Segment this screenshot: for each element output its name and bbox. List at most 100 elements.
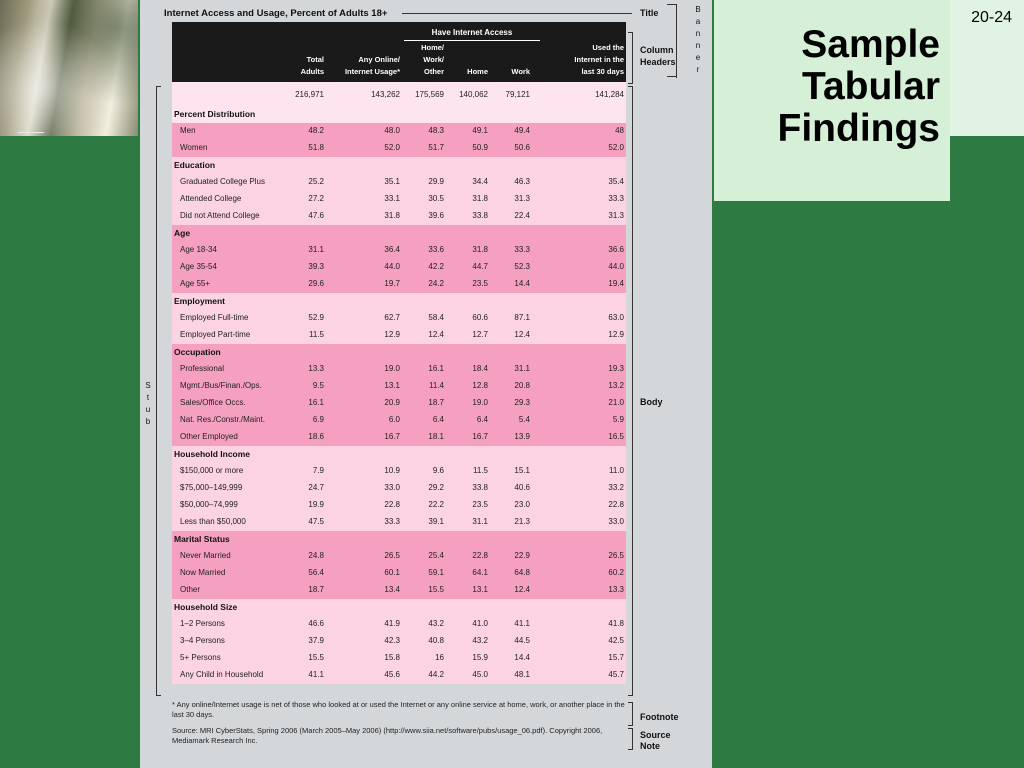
table-row: Professional 13.3 19.0 16.1 18.4 31.1 19.3 xyxy=(172,361,626,378)
column-header-line: Any Online/ xyxy=(358,55,400,64)
table-cell: 19.9 xyxy=(308,500,324,509)
table-row: Women 51.8 52.0 51.7 50.9 50.6 52.0 xyxy=(172,140,626,157)
row-label: Women xyxy=(180,143,208,152)
table-row: $50,000–74,999 19.9 22.8 22.2 23.5 23.0 22.8 xyxy=(172,497,626,514)
body-annotation: Body xyxy=(640,397,663,407)
column-header-line: Home xyxy=(467,67,488,76)
table-cell: 9.5 xyxy=(312,381,324,390)
source-note-bracket xyxy=(628,728,633,750)
table-cell: 16.1 xyxy=(428,364,444,373)
row-label: $75,000–149,999 xyxy=(180,483,243,492)
table-cell: 18.1 xyxy=(428,432,444,441)
banner-bracket-bottom xyxy=(667,76,677,77)
table-cell: 29.2 xyxy=(428,483,444,492)
section-header-row: Age xyxy=(172,225,626,242)
table-cell: 43.2 xyxy=(472,636,488,645)
column-header-line: Work/ xyxy=(423,55,444,64)
table-cell: 140,062 xyxy=(459,90,488,99)
table-header: Have Internet Access Total Adults Any Onli… xyxy=(172,22,626,82)
table-cell: 24.2 xyxy=(428,279,444,288)
row-label: 1–2 Persons xyxy=(180,619,225,628)
table-row: Other 18.7 13.4 15.5 13.1 12.4 13.3 xyxy=(172,582,626,599)
table-cell: 18.6 xyxy=(308,432,324,441)
table-cell: 45.0 xyxy=(472,670,488,679)
table-cell: 34.4 xyxy=(472,177,488,186)
column-header: Any Online/Internet Usage* xyxy=(340,54,400,78)
table-cell: 23.5 xyxy=(472,500,488,509)
table-row: Any Child in Household 41.1 45.6 44.2 45.0 48… xyxy=(172,667,626,684)
table-cell: 41.9 xyxy=(384,619,400,628)
annotation-letter: r xyxy=(696,65,700,74)
footnote-bracket xyxy=(628,702,633,726)
table-row: Employed Full-time 52.9 62.7 58.4 60.6 87.1 63… xyxy=(172,310,626,327)
table-cell: 7.9 xyxy=(312,466,324,475)
table-cell: 42.2 xyxy=(428,262,444,271)
table-cell: 21.3 xyxy=(514,517,530,526)
table-cell: 42.3 xyxy=(384,636,400,645)
table-row: Age 18-34 31.1 36.4 33.6 31.8 33.3 36.6 xyxy=(172,242,626,259)
table-cell: 48.3 xyxy=(428,126,444,135)
table-cell: 13.2 xyxy=(608,381,624,390)
section-header-row: Household Income xyxy=(172,446,626,463)
table-row: Sales/Office Occs. 16.1 20.9 18.7 19.0 29.3 21… xyxy=(172,395,626,412)
table-row: Age 35-54 39.3 44.0 42.2 44.7 52.3 44.0 xyxy=(172,259,626,276)
table-cell: 13.1 xyxy=(384,381,400,390)
table-cell: 15.9 xyxy=(472,653,488,662)
table-cell: 6.4 xyxy=(476,415,488,424)
slide-title: Sample Tabular Findings xyxy=(720,24,940,150)
banner-bracket xyxy=(676,4,677,78)
row-label: Professional xyxy=(180,364,225,373)
table-cell: 59.1 xyxy=(428,568,444,577)
table-cell: 87.1 xyxy=(514,313,530,322)
table-row: Employed Part-time 11.5 12.9 12.4 12.7 12.4 12… xyxy=(172,327,626,344)
table-row: Nat. Res./Constr./Maint. 6.9 6.0 6.4 6.4 5.4 5… xyxy=(172,412,626,429)
table-cell: 47.5 xyxy=(308,517,324,526)
column-header-line: last 30 days xyxy=(581,67,624,76)
table-cell: 31.8 xyxy=(472,194,488,203)
table-row: Graduated College Plus 25.2 35.1 29.9 34.4 46… xyxy=(172,174,626,191)
table-cell: 18.7 xyxy=(428,398,444,407)
section-title: Occupation xyxy=(174,347,221,357)
table-cell: 31.8 xyxy=(472,245,488,254)
table-cell: 27.2 xyxy=(308,194,324,203)
slide-number: 20-24 xyxy=(971,9,1012,26)
column-header-line: Used the xyxy=(592,43,624,52)
table-figure: Internet Access and Usage, Percent of Ad… xyxy=(140,0,712,768)
table-cell: 16.5 xyxy=(608,432,624,441)
table-cell: 18.7 xyxy=(308,585,324,594)
table-cell: 49.1 xyxy=(472,126,488,135)
table-cell: 31.3 xyxy=(514,194,530,203)
table-cell: 47.6 xyxy=(308,211,324,220)
row-label: Nat. Res./Constr./Maint. xyxy=(180,415,265,424)
slide-title-line3: Findings xyxy=(777,107,940,150)
table-cell: 22.8 xyxy=(472,551,488,560)
row-label: Attended College xyxy=(180,194,242,203)
photo-mark xyxy=(18,132,44,133)
source-note-annotation-line1: Source xyxy=(640,730,671,740)
row-label: Now Married xyxy=(180,568,226,577)
table-cell: 143,262 xyxy=(371,90,400,99)
column-header-line: Home/ xyxy=(421,43,444,52)
stub-bracket xyxy=(156,86,161,696)
column-headers-annotation: Column Headers xyxy=(640,44,676,68)
table-cell: 44.5 xyxy=(514,636,530,645)
table-cell: 33.0 xyxy=(608,517,624,526)
table-cell: 12.9 xyxy=(608,330,624,339)
table-cell: 44.2 xyxy=(428,670,444,679)
table-cell: 29.6 xyxy=(308,279,324,288)
table-cell: 16.1 xyxy=(308,398,324,407)
table-cell: 26.5 xyxy=(384,551,400,560)
table-cell: 33.0 xyxy=(384,483,400,492)
table-cell: 48.0 xyxy=(384,126,400,135)
annotation-letter: e xyxy=(695,53,701,62)
table-cell: 48 xyxy=(615,126,624,135)
table-cell: 49.4 xyxy=(514,126,530,135)
table-cell: 50.9 xyxy=(472,143,488,152)
table-cell: 141,284 xyxy=(595,90,624,99)
column-headers-annotation-line1: Column xyxy=(640,45,674,55)
table-cell: 13.3 xyxy=(308,364,324,373)
table-cell: 12.4 xyxy=(428,330,444,339)
row-label: Graduated College Plus xyxy=(180,177,265,186)
table-cell: 31.8 xyxy=(384,211,400,220)
annotation-letter: n xyxy=(695,41,701,50)
